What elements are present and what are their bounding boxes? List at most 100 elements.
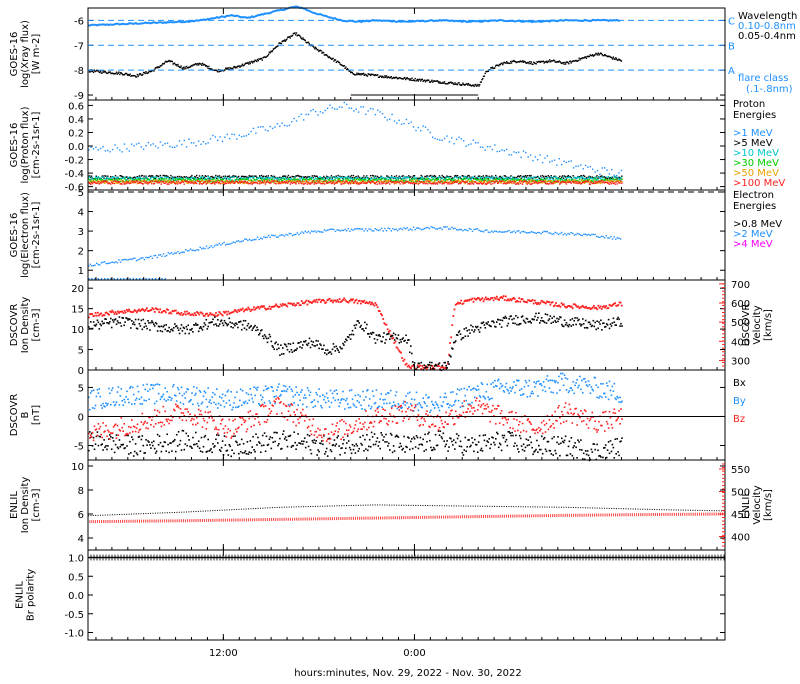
data-point (226, 183, 227, 184)
data-point (501, 231, 502, 232)
data-point (491, 175, 492, 176)
data-point (424, 228, 425, 229)
data-point (149, 278, 151, 280)
data-point (504, 231, 505, 232)
data-point (394, 183, 395, 184)
data-point (418, 227, 419, 228)
data-point (286, 234, 287, 235)
data-point (592, 54, 593, 55)
data-point (179, 253, 180, 254)
data-point (484, 180, 485, 181)
data-point (565, 176, 566, 177)
data-point (157, 309, 159, 311)
data-point (525, 177, 526, 178)
data-point (404, 77, 405, 78)
data-point (136, 278, 138, 280)
data-point (506, 61, 507, 62)
data-point (341, 107, 342, 108)
data-point (117, 147, 118, 148)
data-point (414, 80, 415, 81)
data-point (242, 324, 244, 326)
data-point (459, 330, 461, 332)
data-point (456, 229, 457, 230)
data-point (119, 182, 120, 183)
data-point (470, 183, 471, 184)
data-point (311, 179, 312, 180)
data-point (595, 182, 596, 183)
data-point (250, 325, 252, 327)
data-point (320, 301, 322, 303)
data-point (604, 167, 605, 168)
data-point (354, 228, 355, 229)
data-point (248, 323, 250, 325)
data-point (268, 235, 269, 236)
data-point (233, 176, 234, 177)
data-point (511, 154, 512, 155)
data-point (206, 245, 207, 246)
data-point (258, 60, 259, 61)
data-point (602, 236, 603, 237)
data-point (193, 314, 195, 316)
data-point (119, 149, 120, 150)
data-point (261, 329, 263, 331)
data-point (166, 255, 167, 256)
data-point (334, 183, 335, 184)
data-point (542, 162, 543, 163)
data-point (206, 319, 208, 321)
data-point (247, 240, 248, 241)
data-point (234, 66, 235, 67)
data-point (499, 231, 500, 232)
data-point (219, 177, 220, 178)
data-point (184, 252, 185, 253)
data-point (529, 181, 530, 182)
data-point (249, 308, 251, 310)
data-point (596, 178, 597, 179)
data-point (618, 238, 619, 239)
data-point (342, 181, 343, 182)
data-point (271, 182, 272, 183)
data-point (167, 330, 169, 332)
data-point (263, 182, 264, 183)
data-point (458, 137, 459, 138)
data-point (315, 180, 316, 181)
data-point (318, 348, 320, 350)
data-point (442, 365, 444, 367)
data-point (342, 343, 344, 345)
data-point (241, 65, 242, 66)
data-point (186, 326, 188, 328)
data-point (315, 340, 317, 342)
data-point (176, 145, 177, 146)
data-point (333, 181, 334, 182)
data-point (137, 74, 138, 75)
data-point (203, 176, 204, 177)
data-point (259, 333, 261, 335)
data-point (317, 230, 318, 231)
data-point (420, 130, 421, 131)
data-point (348, 107, 349, 108)
data-point (599, 237, 600, 238)
data-point (526, 232, 527, 233)
data-point (288, 175, 289, 176)
data-point (278, 177, 279, 178)
data-point (402, 337, 404, 339)
data-point (160, 177, 161, 178)
data-point (491, 177, 492, 178)
data-point (451, 137, 452, 138)
data-point (516, 183, 517, 184)
data-point (95, 325, 97, 327)
data-point (329, 105, 330, 106)
data-point (446, 182, 447, 183)
data-point (599, 174, 600, 175)
data-point (339, 298, 341, 300)
data-point (269, 306, 271, 308)
data-point (470, 229, 471, 230)
data-point (535, 181, 536, 182)
data-point (296, 348, 298, 350)
data-point (421, 362, 423, 364)
data-point (576, 178, 577, 179)
data-point (252, 62, 253, 63)
data-point (321, 231, 322, 232)
data-point (421, 365, 423, 367)
data-point (615, 176, 616, 177)
data-point (335, 350, 337, 352)
